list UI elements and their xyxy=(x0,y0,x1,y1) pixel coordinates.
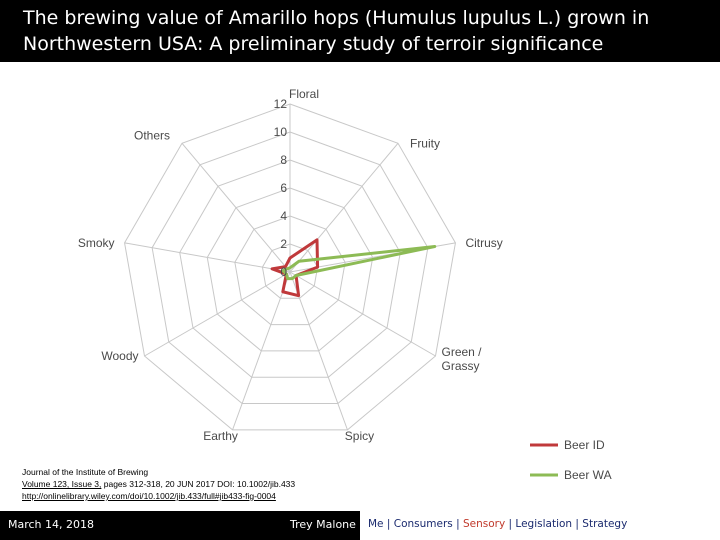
grid-ring-10 xyxy=(151,131,429,405)
footer-right xyxy=(360,511,720,540)
footer-nav-separator: | xyxy=(505,518,516,530)
footer-left xyxy=(0,511,360,540)
grid-ring-12 xyxy=(124,103,456,431)
spoke-smoky xyxy=(124,242,291,273)
axis-label-floral: Floral xyxy=(289,87,319,101)
spoke-earthy xyxy=(232,271,291,431)
tick-label-6: 6 xyxy=(280,181,287,195)
citation-journal: Journal of the Institute of Brewing xyxy=(22,467,149,477)
axis-label-spicy: Spicy xyxy=(345,429,374,443)
footer-nav-separator: | xyxy=(452,518,463,530)
legend-label-beer-id: Beer ID xyxy=(564,438,605,452)
citation-details: pages 312-318, 20 JUN 2017 DOI: 10.1002/… xyxy=(101,479,296,489)
axis-label-green-grassy: Green / Grassy xyxy=(441,345,482,373)
spoke-woody xyxy=(144,271,291,357)
grid-ring-4 xyxy=(234,215,346,326)
footer-nav-sensory[interactable]: Sensory xyxy=(462,518,506,530)
tick-label-8: 8 xyxy=(280,153,287,167)
spoke-fruity xyxy=(289,142,399,273)
footer-author: Trey Malone xyxy=(290,518,356,531)
footer-nav: Me | Consumers | Sensory | Legislation |… xyxy=(368,518,627,530)
series-beer-id xyxy=(270,238,320,298)
title-bar: The brewing value of Amarillo hops (Humu… xyxy=(0,0,720,62)
slide-title: The brewing value of Amarillo hops (Humu… xyxy=(23,7,650,55)
footer-date: March 14, 2018 xyxy=(8,518,95,531)
axis-label-earthy: Earthy xyxy=(203,429,238,443)
footer-nav-me[interactable]: Me xyxy=(368,518,384,530)
citation-url-link[interactable]: http://onlinelibrary.wiley.com/doi/10.10… xyxy=(22,491,276,501)
axis-label-citrusy: Citrusy xyxy=(465,236,502,250)
axis-label-fruity: Fruity xyxy=(410,136,440,150)
grid-ring-6 xyxy=(206,187,374,352)
radar-series xyxy=(270,238,437,298)
axis-label-smoky: Smoky xyxy=(78,236,115,250)
tick-label-2: 2 xyxy=(280,237,287,251)
legend-label-beer-wa: Beer WA xyxy=(564,468,612,482)
series-beer-wa xyxy=(281,244,437,281)
chart-legend: Beer ID Beer WA xyxy=(530,438,612,482)
tick-label-0: 0 xyxy=(280,265,287,279)
citation: Journal of the Institute of Brewing Volu… xyxy=(22,466,382,502)
axis-label-woody: Woody xyxy=(101,349,138,363)
citation-volume-link[interactable]: Volume 123, Issue 3, xyxy=(22,479,102,489)
spoke-green-grassy xyxy=(289,271,436,357)
axis-label-others: Others xyxy=(134,128,170,142)
footer-nav-legislation[interactable]: Legislation xyxy=(515,518,573,530)
tick-label-4: 4 xyxy=(280,209,287,223)
footer-nav-strategy[interactable]: Strategy xyxy=(582,518,628,530)
citation-details-line: Volume 123, Issue 3, pages 312-318, 20 J… xyxy=(22,478,382,490)
spoke-spicy xyxy=(289,271,348,431)
footer-nav-separator: | xyxy=(572,518,583,530)
spoke-others xyxy=(181,142,291,273)
footer-nav-consumers[interactable]: Consumers xyxy=(393,518,453,530)
tick-label-10: 10 xyxy=(274,125,288,139)
footer-nav-separator: | xyxy=(383,518,394,530)
grid-ring-8 xyxy=(179,159,401,378)
tick-label-12: 12 xyxy=(274,97,288,111)
radar-grid xyxy=(124,103,456,431)
